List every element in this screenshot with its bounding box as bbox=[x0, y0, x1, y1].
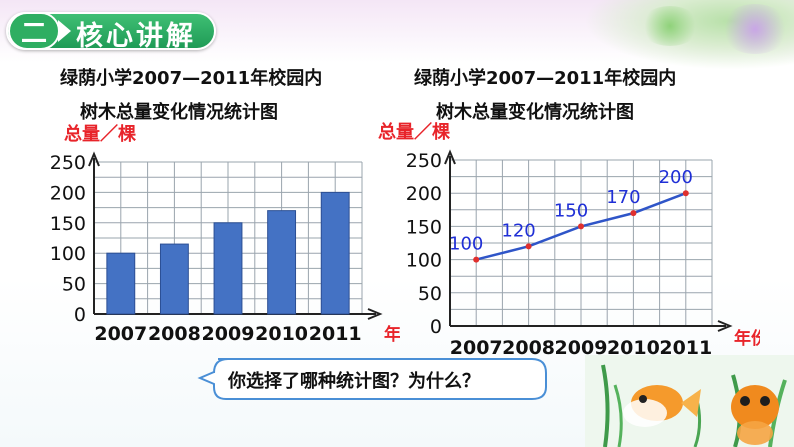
data-point bbox=[630, 210, 637, 217]
data-label: 120 bbox=[501, 220, 535, 241]
bar-chart: 0 50 100 150 200 250 总量／棵年份 2007200820092010201… bbox=[50, 123, 400, 345]
y-tick-label: 100 bbox=[50, 243, 86, 265]
question-text: 你选择了哪种统计图？为什么？ bbox=[228, 371, 480, 392]
line-chart-title-line2: 树木总量变化情况统计图 bbox=[436, 102, 634, 123]
section-number: 二 bbox=[8, 12, 60, 50]
data-label: 170 bbox=[606, 187, 640, 208]
data-point bbox=[525, 243, 532, 250]
category-label: 2010 bbox=[607, 337, 660, 359]
y-tick-label: 0 bbox=[430, 316, 442, 338]
line-chart: 0 50 100 150 200 250 总量／棵年份 2007 2008 2009 2010 201… bbox=[378, 121, 760, 359]
category-label: 2008 bbox=[148, 323, 201, 345]
y-tick-label: 50 bbox=[418, 283, 442, 305]
bar-chart-title-line2: 树木总量变化情况统计图 bbox=[80, 102, 278, 123]
x-axis-label: 年份 bbox=[734, 328, 760, 349]
category-label: 2010 bbox=[255, 323, 308, 345]
bar bbox=[159, 243, 189, 315]
bar-chart-title-line1: 绿荫小学2007—2011年校园内 bbox=[60, 68, 323, 89]
x-axis-arrow-icon bbox=[717, 320, 733, 332]
y-tick-label: 250 bbox=[50, 152, 86, 174]
y-axis-arrow-icon bbox=[444, 149, 456, 165]
data-point bbox=[682, 190, 689, 197]
bar bbox=[267, 210, 297, 315]
data-point bbox=[578, 223, 584, 230]
category-label: 2007 bbox=[450, 337, 503, 359]
petal-decoration bbox=[720, 4, 790, 54]
data-label: 200 bbox=[659, 167, 693, 188]
category-label: 2008 bbox=[502, 337, 555, 359]
y-tick-label: 200 bbox=[406, 183, 442, 205]
y-axis-label: 总量／棵 bbox=[64, 123, 136, 145]
bar bbox=[320, 191, 350, 315]
question-bubble: 你选择了哪种统计图？为什么？ bbox=[196, 356, 552, 402]
category-label: 2009 bbox=[555, 337, 608, 359]
data-label: 150 bbox=[554, 200, 588, 221]
y-tick-label: 200 bbox=[50, 182, 86, 204]
y-axis-arrow-icon bbox=[88, 151, 100, 167]
x-axis-label: 年份 bbox=[384, 324, 400, 345]
y-tick-label: 150 bbox=[406, 216, 442, 238]
line-chart-title-line1: 绿荫小学2007—2011年校园内 bbox=[414, 68, 677, 89]
category-label: 2011 bbox=[659, 337, 712, 359]
bar bbox=[106, 252, 136, 315]
y-tick-label: 100 bbox=[406, 250, 442, 272]
data-point bbox=[473, 256, 480, 263]
x-axis-arrow-icon bbox=[367, 308, 383, 320]
section-title: 核心讲解 bbox=[76, 21, 196, 52]
leaf-decoration bbox=[640, 6, 700, 46]
bar bbox=[213, 222, 243, 315]
speech-bubble-shape bbox=[197, 358, 547, 400]
category-label: 2007 bbox=[94, 323, 147, 345]
category-label: 2011 bbox=[309, 323, 362, 345]
y-axis-label: 总量／棵 bbox=[378, 121, 450, 143]
y-tick-label: 150 bbox=[50, 213, 86, 235]
section-header: 二 核心讲解 bbox=[0, 4, 300, 54]
y-tick-label: 50 bbox=[62, 274, 86, 296]
y-tick-label: 250 bbox=[406, 150, 442, 172]
goldfish-illustration bbox=[585, 355, 794, 447]
y-tick-label: 0 bbox=[74, 304, 86, 326]
data-label: 100 bbox=[449, 234, 483, 255]
category-label: 2009 bbox=[202, 323, 255, 345]
arrow-right-icon bbox=[58, 20, 71, 42]
